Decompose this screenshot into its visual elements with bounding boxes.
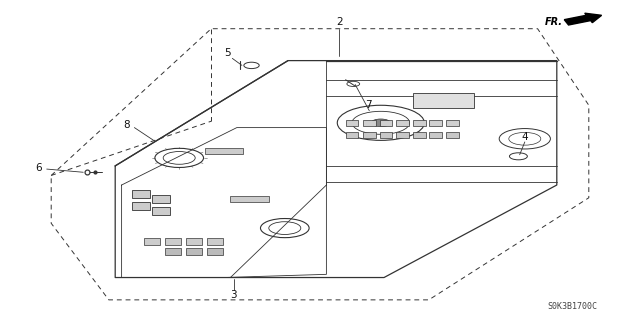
FancyBboxPatch shape — [363, 132, 376, 138]
FancyBboxPatch shape — [165, 238, 181, 245]
FancyBboxPatch shape — [429, 120, 442, 126]
FancyBboxPatch shape — [413, 120, 426, 126]
Text: 3: 3 — [230, 290, 237, 300]
FancyBboxPatch shape — [186, 238, 202, 245]
FancyBboxPatch shape — [413, 132, 426, 138]
Text: S0K3B1700C: S0K3B1700C — [548, 302, 598, 311]
FancyBboxPatch shape — [144, 238, 160, 245]
FancyArrow shape — [564, 13, 602, 25]
FancyBboxPatch shape — [205, 148, 243, 154]
FancyBboxPatch shape — [413, 93, 474, 108]
FancyBboxPatch shape — [165, 248, 181, 255]
Text: 2: 2 — [336, 17, 342, 27]
FancyBboxPatch shape — [207, 248, 223, 255]
Ellipse shape — [371, 119, 390, 127]
FancyBboxPatch shape — [230, 196, 269, 202]
Text: 4: 4 — [522, 131, 528, 142]
FancyBboxPatch shape — [207, 238, 223, 245]
FancyBboxPatch shape — [346, 132, 358, 138]
Text: 6: 6 — [35, 163, 42, 173]
Text: 7: 7 — [365, 100, 371, 110]
FancyBboxPatch shape — [446, 132, 459, 138]
FancyBboxPatch shape — [346, 120, 358, 126]
FancyBboxPatch shape — [380, 132, 392, 138]
FancyBboxPatch shape — [396, 120, 409, 126]
Text: FR.: FR. — [545, 17, 563, 27]
FancyBboxPatch shape — [152, 207, 170, 215]
FancyBboxPatch shape — [186, 248, 202, 255]
FancyBboxPatch shape — [396, 132, 409, 138]
Text: 8: 8 — [123, 120, 129, 130]
FancyBboxPatch shape — [429, 132, 442, 138]
FancyBboxPatch shape — [152, 195, 170, 203]
FancyBboxPatch shape — [363, 120, 376, 126]
FancyBboxPatch shape — [446, 120, 459, 126]
FancyBboxPatch shape — [132, 190, 150, 198]
FancyBboxPatch shape — [132, 202, 150, 210]
FancyBboxPatch shape — [380, 120, 392, 126]
Text: 5: 5 — [224, 48, 230, 58]
